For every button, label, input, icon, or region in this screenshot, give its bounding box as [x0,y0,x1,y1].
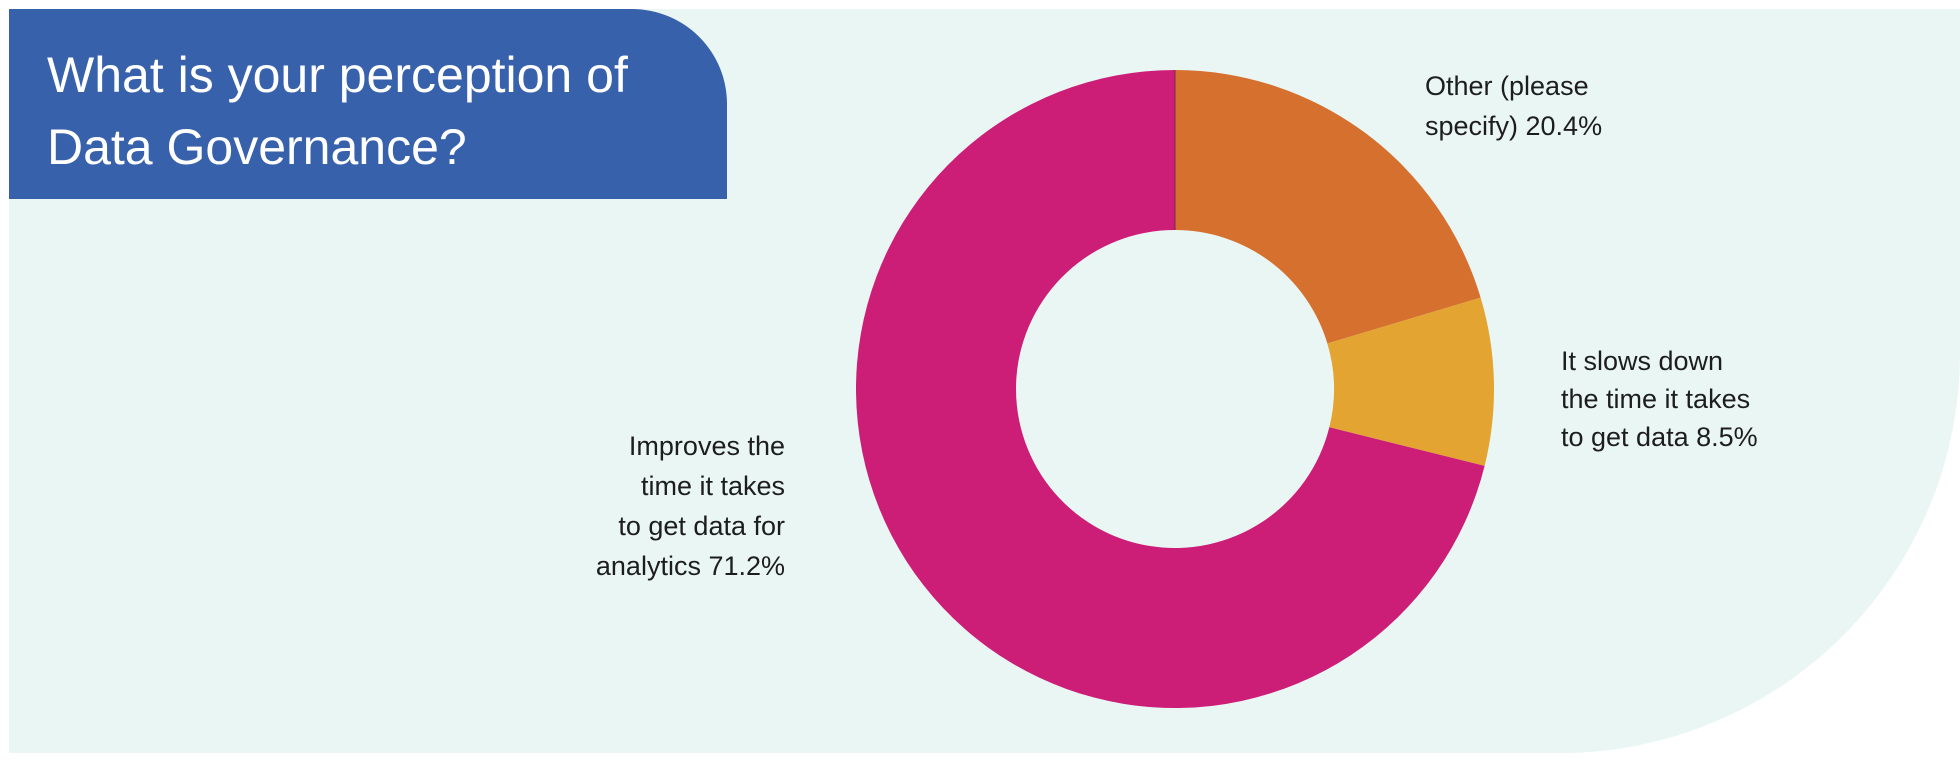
slice-label-line: to get data for [618,511,785,541]
donut-slice-2 [1327,297,1494,466]
donut-slice-1 [1175,70,1481,344]
slice-label-line: time it takes [641,471,785,501]
slice-label-3: Improves the time it takes to get data for… [596,431,785,581]
slice-label-line: Improves the [629,431,785,461]
slice-label-2: It slows down the time it takes to get dat… [1561,346,1758,452]
slice-label-1: Other (please specify) 20.4% [1425,71,1602,141]
donut-slice-3 [855,70,1485,708]
slice-label-line: the time it takes [1561,384,1750,414]
slice-label-line: to get data 8.5% [1561,422,1758,452]
slice-label-line: specify) 20.4% [1425,111,1602,141]
slice-label-line: It slows down [1561,346,1723,376]
slice-label-line: Other (please [1425,71,1589,101]
slice-label-line: analytics 71.2% [596,551,785,581]
title-banner: What is your perception of Data Governan… [9,9,727,199]
chart-title: What is your perception of Data Governan… [47,47,628,175]
